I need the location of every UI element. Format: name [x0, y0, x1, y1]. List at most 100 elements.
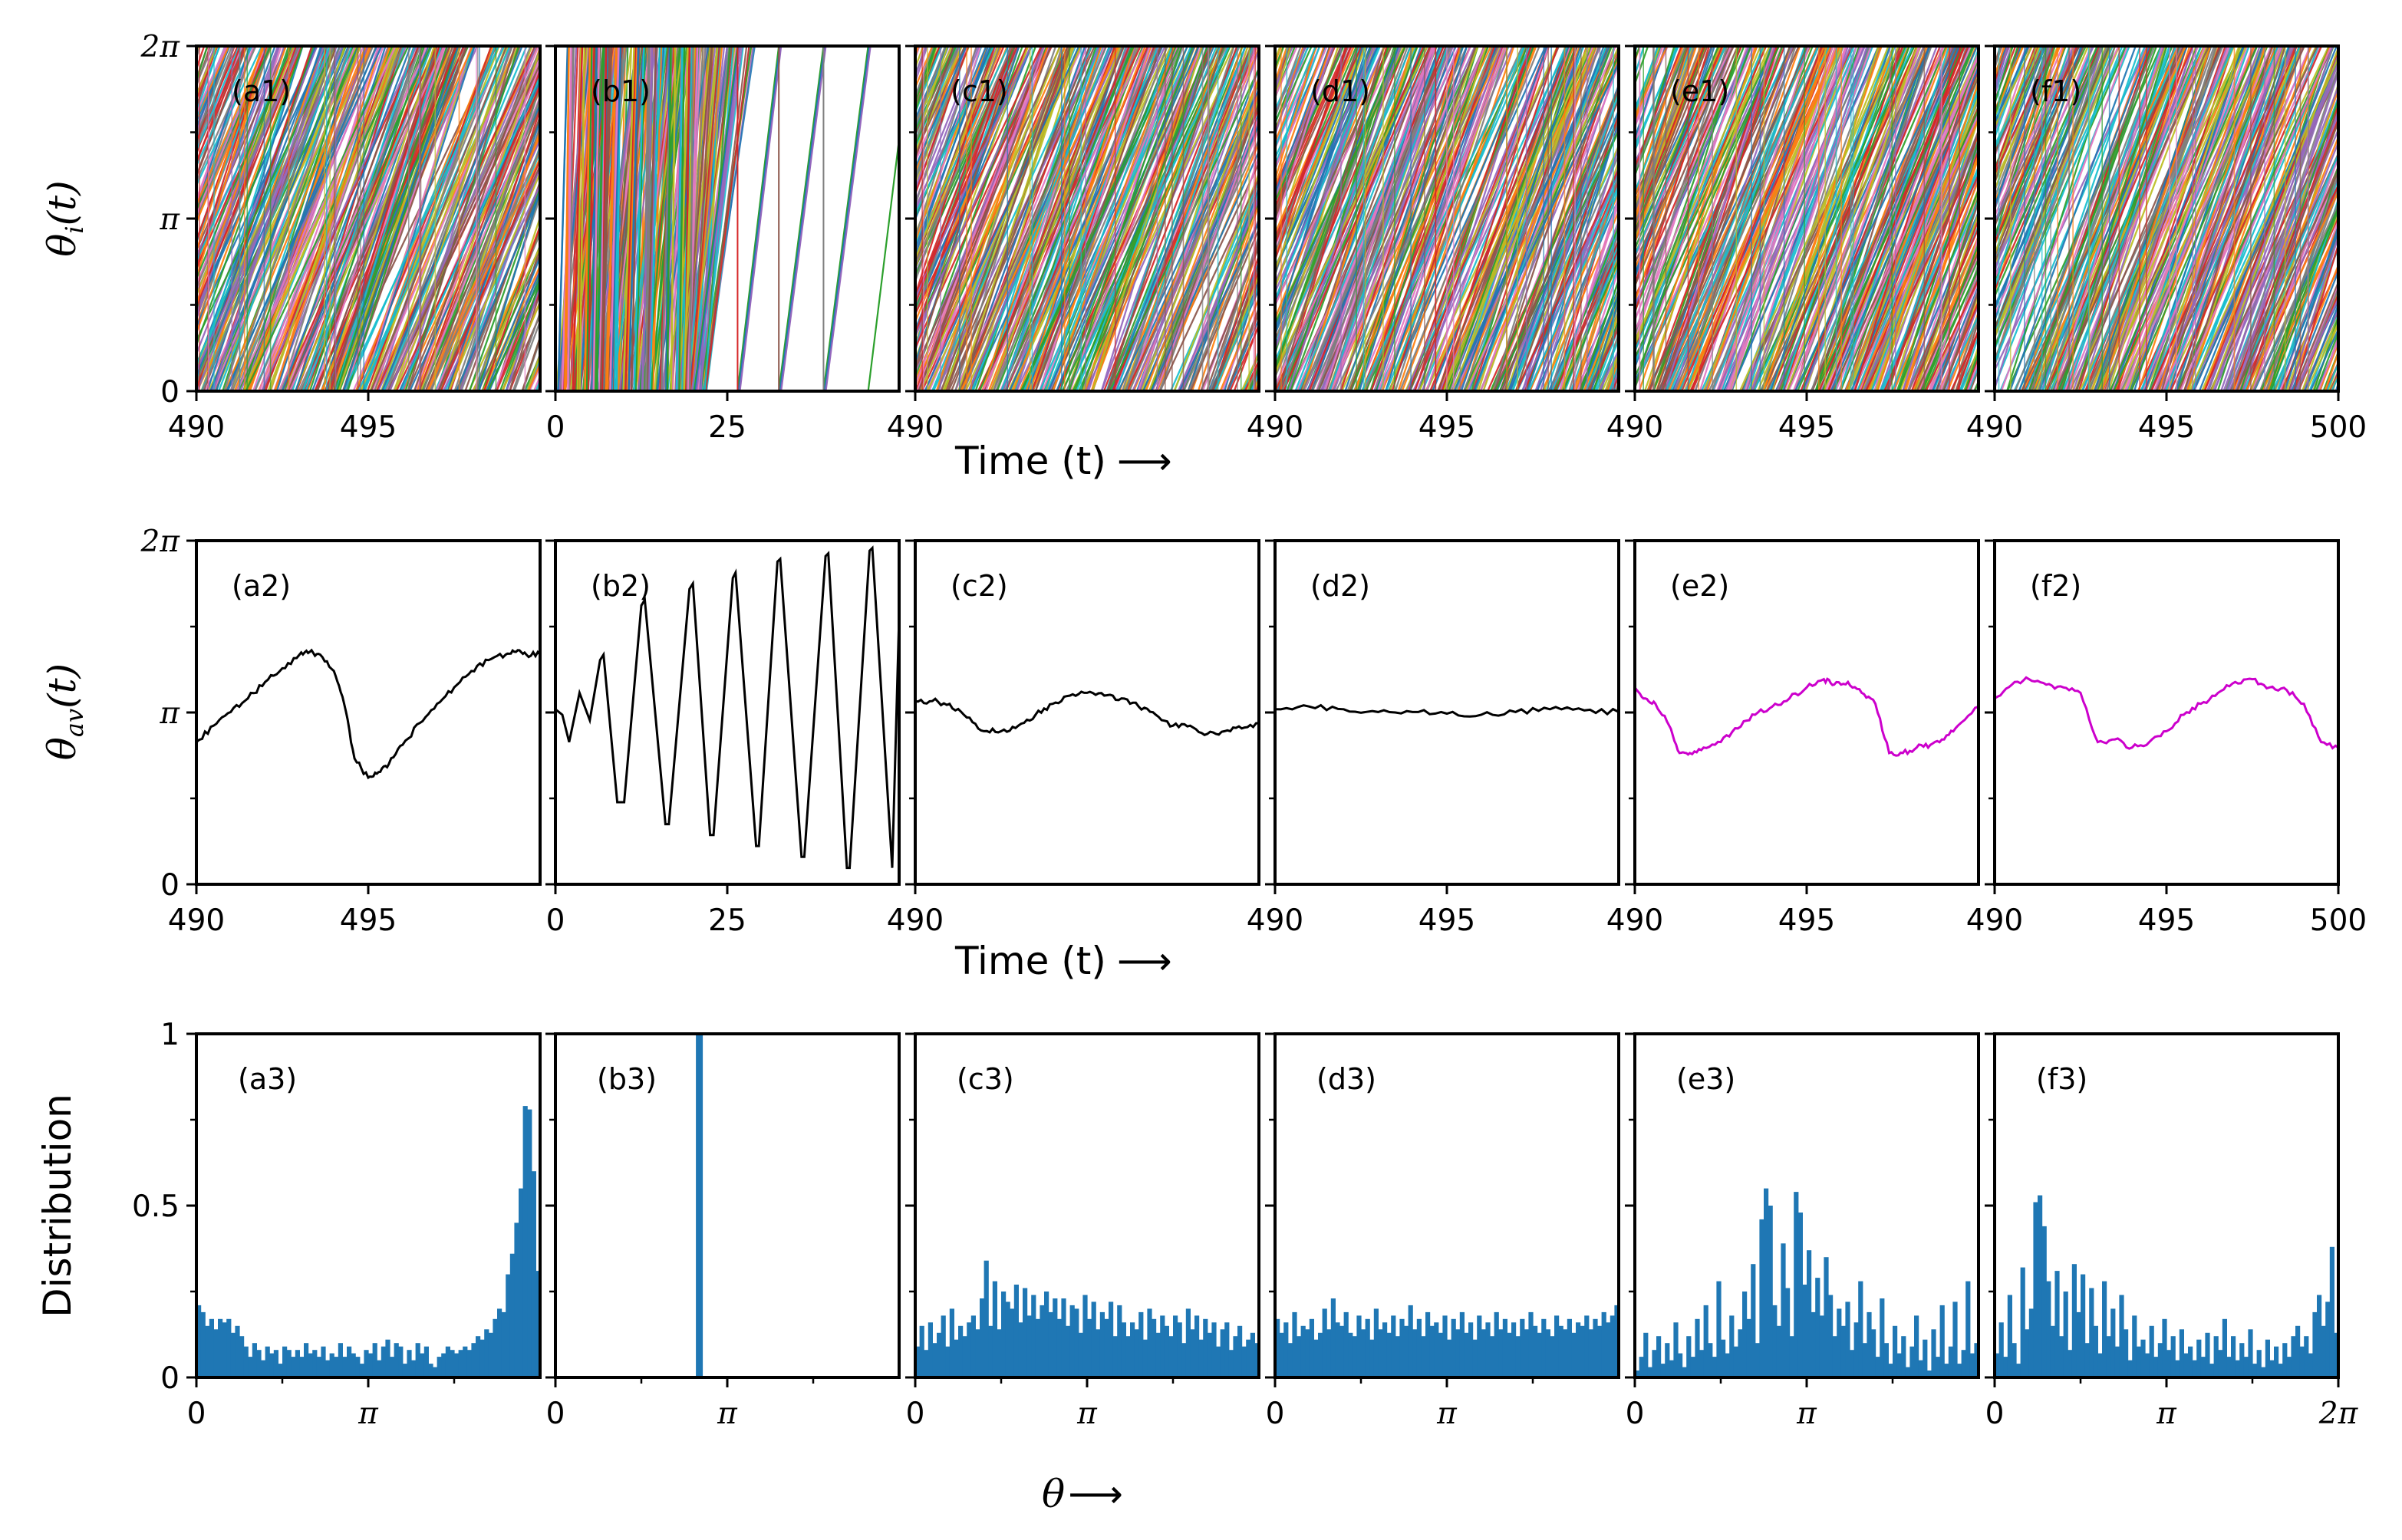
histogram-bar: [1386, 1332, 1392, 1377]
trajectory-segment: [505, 313, 540, 391]
trajectory-segment: [1441, 46, 1591, 391]
theta-av-line: [196, 648, 542, 780]
histogram-bar: [1117, 1305, 1122, 1377]
trajectory-segment: [1941, 299, 1979, 391]
y-tick-label: π: [159, 202, 180, 237]
trajectory-segment: [1839, 46, 1950, 391]
histogram-bar: [967, 1322, 972, 1377]
x-tick-label: 495: [2138, 903, 2195, 938]
histogram-bar: [1429, 1325, 1435, 1377]
trajectory-segment: [915, 46, 993, 211]
trajectory-segment: [1574, 250, 1619, 391]
trajectory-segment: [915, 46, 960, 143]
histogram-bar: [1451, 1318, 1456, 1377]
trajectory-segment: [196, 46, 268, 244]
trajectory-segment: [915, 46, 1016, 372]
row1-panel: 490 495 (e1): [1606, 44, 1980, 445]
histogram-bar: [1733, 1346, 1738, 1377]
trajectory-segment: [2124, 46, 2249, 391]
trajectory-segment: [1995, 46, 2049, 210]
trajectory-segment: [626, 46, 638, 391]
trajectory-segment: [915, 46, 966, 156]
histogram-bar: [2012, 1343, 2017, 1377]
row2-panel: 490 495 500 (f2): [1966, 539, 2367, 938]
histogram-bar: [2226, 1357, 2232, 1377]
histogram-bar: [243, 1346, 249, 1377]
trajectory-segment: [1377, 46, 1505, 391]
trajectory-segment: [1995, 46, 2022, 130]
histogram-bar: [471, 1343, 476, 1377]
row2-ylabel: θav(t): [40, 663, 89, 760]
histogram-bar: [488, 1332, 493, 1377]
trajectory-segment: [609, 46, 620, 391]
histogram-bar: [411, 1360, 417, 1377]
trajectory-segment: [1705, 46, 1852, 391]
histogram-bar: [1241, 1346, 1247, 1377]
histogram-bar: [1408, 1305, 1413, 1377]
trajectory-segment: [1275, 46, 1317, 183]
x-tick-label: 0: [546, 410, 565, 445]
trajectory-segment: [677, 46, 686, 391]
histogram-bar: [1867, 1311, 1872, 1377]
trajectory-segment: [1995, 46, 2029, 126]
trajectory-segment: [1275, 46, 1349, 263]
x-tick-label: 25: [708, 410, 746, 445]
histogram-bar: [1969, 1353, 1975, 1377]
trajectory-segment: [2081, 46, 2224, 391]
histogram-bar: [2325, 1301, 2331, 1377]
trajectory-segment: [982, 46, 1125, 391]
trajectory-segment: [1995, 46, 2045, 156]
histogram-bar: [1096, 1329, 1101, 1377]
trajectory-segment: [196, 46, 257, 184]
trajectory-segment: [1213, 262, 1259, 391]
histogram-bar: [1819, 1315, 1824, 1377]
trajectory-segment: [693, 46, 739, 391]
histogram-bar: [1040, 1305, 1045, 1377]
row2-xlabel: Time (t) ⟶: [954, 939, 1172, 983]
histogram-bar: [1322, 1308, 1327, 1377]
trajectory-segment: [1782, 46, 1904, 391]
histogram-bar: [1888, 1364, 1893, 1377]
trajectory-segment: [1676, 46, 1832, 391]
trajectory-segment: [915, 46, 959, 158]
histogram-bar: [1056, 1318, 1062, 1377]
trajectory-segment: [1275, 46, 1343, 202]
trajectory-segment: [1995, 46, 2059, 248]
histogram-bar: [256, 1350, 262, 1377]
trajectory-segment: [1536, 196, 1619, 391]
trajectory-segment: [1140, 77, 1259, 391]
panel-label: (a2): [232, 569, 291, 603]
histogram-bar: [1593, 1318, 1598, 1377]
trajectory-segment: [1223, 275, 1259, 391]
trajectory-segment: [2045, 46, 2166, 391]
histogram-bar: [252, 1343, 257, 1377]
panel-label: (c2): [951, 569, 1008, 603]
histogram-bar: [1690, 1357, 1695, 1377]
trajectory-segment: [915, 46, 955, 161]
histogram-bar: [696, 1034, 703, 1377]
histogram-bar: [2265, 1339, 2270, 1377]
x-tick-label: 490: [887, 903, 944, 938]
trajectory-segment: [1580, 298, 1619, 391]
row2-panel: 490 495 (d2): [1247, 539, 1620, 938]
histogram-bar: [2321, 1325, 2326, 1377]
histogram-bar: [209, 1318, 214, 1377]
trajectory-segment: [935, 46, 1049, 391]
theta-av-line: [1633, 677, 1979, 757]
trajectory-segment: [1494, 127, 1619, 391]
histogram-bar: [196, 1305, 202, 1377]
histogram-bar: [1130, 1322, 1135, 1377]
trajectory-segment: [1757, 46, 1900, 391]
trajectory-segment: [915, 46, 949, 147]
trajectory-segment: [983, 46, 1116, 391]
trajectory-segment: [1275, 46, 1335, 200]
histogram-bar: [1237, 1325, 1243, 1377]
phase-trajectories: [1995, 46, 2338, 391]
trajectory-segment: [2284, 222, 2338, 391]
trajectory-segment: [695, 46, 741, 391]
histogram-bar: [1558, 1325, 1563, 1377]
trajectory-segment: [1208, 259, 1259, 391]
y-tick-label: 0.5: [132, 1190, 180, 1224]
trajectory-segment: [1405, 46, 1550, 391]
trajectory-segment: [1760, 46, 1906, 391]
